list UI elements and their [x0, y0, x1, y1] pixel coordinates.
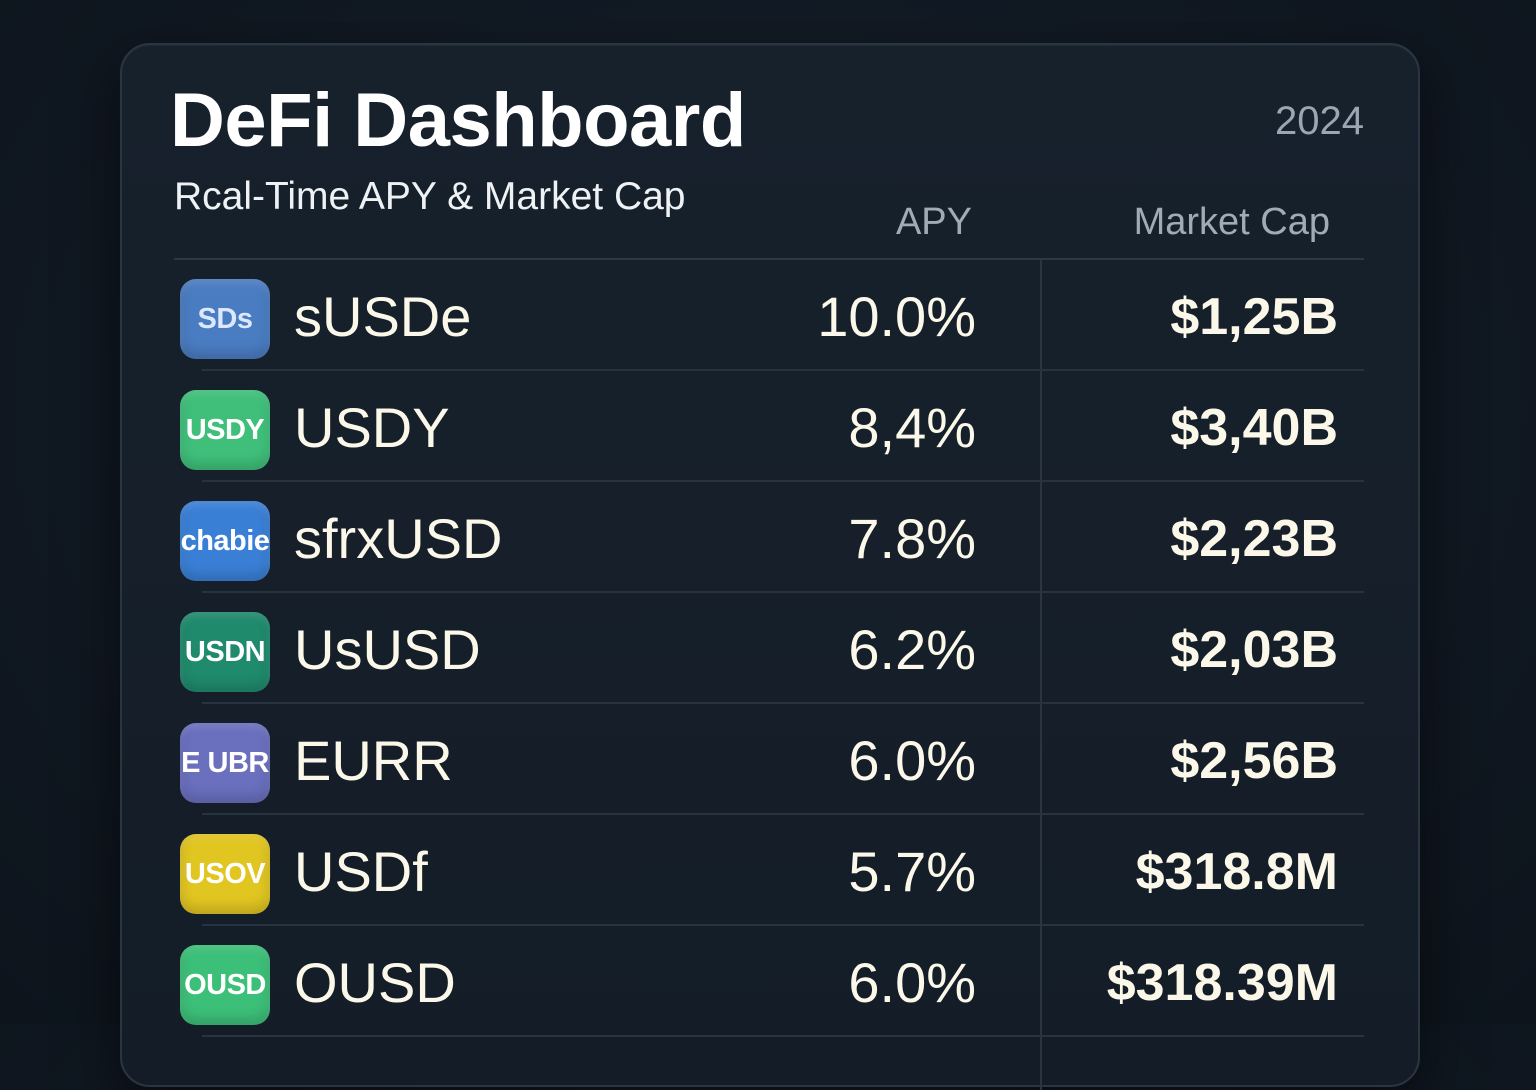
market-cap-value: $3,40B	[1170, 399, 1338, 457]
header-divider	[174, 258, 1364, 260]
apy-value: 6.0%	[848, 729, 976, 792]
apy-column-header[interactable]: APY	[895, 201, 972, 243]
token-name: sfrxUSD	[294, 507, 503, 570]
market-cap-value: $2,03B	[1170, 621, 1338, 679]
token-name: OUSD	[294, 951, 456, 1014]
column-divider	[1040, 260, 1042, 1090]
year-label: 2024	[1275, 99, 1364, 143]
market-cap-value: $2,23B	[1170, 510, 1338, 568]
token-logo-icon: USDY	[180, 390, 270, 470]
table-row[interactable]: USDY USDY 8,4% $3,40B	[122, 371, 1418, 482]
table-row[interactable]: chabie sfrxUSD 7.8% $2,23B	[122, 482, 1418, 593]
token-logo-icon: USOV	[180, 834, 270, 914]
market-cap-value: $2,56B	[1170, 732, 1338, 790]
page-title: DeFi Dashboard	[170, 78, 746, 163]
apy-value: 7.8%	[848, 507, 976, 570]
token-logo-icon: SDs	[180, 279, 270, 359]
table-row[interactable]: USDN UsUSD 6.2% $2,03B	[122, 593, 1418, 704]
token-name: USDY	[294, 396, 450, 459]
token-logo-icon: chabie	[180, 501, 270, 581]
market-cap-value: $318.39M	[1106, 954, 1338, 1012]
table-row[interactable]: USOV USDf 5.7% $318.8M	[122, 815, 1418, 926]
apy-value: 10.0%	[817, 285, 976, 348]
table-row[interactable]: OUSD OUSD 6.0% $318.39M	[122, 926, 1418, 1037]
apy-value: 6.2%	[848, 618, 976, 681]
apy-value: 5.7%	[848, 840, 976, 903]
token-name: UsUSD	[294, 618, 481, 681]
token-logo-icon: E UBR	[180, 723, 270, 803]
token-name: USDf	[294, 840, 428, 903]
market-cap-column-header[interactable]: Market Cap	[1133, 201, 1330, 243]
token-name: EURR	[294, 729, 453, 792]
market-cap-value: $318.8M	[1135, 843, 1338, 901]
token-logo-icon: USDN	[180, 612, 270, 692]
apy-value: 6.0%	[848, 951, 976, 1014]
table-row[interactable]: SDs sUSDe 10.0% $1,25B	[122, 260, 1418, 371]
apy-value: 8,4%	[848, 396, 976, 459]
market-cap-value: $1,25B	[1170, 288, 1338, 346]
dashboard-card: DeFi Dashboard Rcal-Time APY & Market Ca…	[120, 43, 1420, 1090]
page-subtitle: Rcal-Time APY & Market Cap	[174, 175, 686, 218]
token-logo-icon: OUSD	[180, 945, 270, 1025]
table-row[interactable]: E UBR EURR 6.0% $2,56B	[122, 704, 1418, 815]
token-table: SDs sUSDe 10.0% $1,25B USDY USDY 8,4% $3…	[122, 260, 1418, 1037]
token-name: sUSDe	[294, 285, 472, 348]
